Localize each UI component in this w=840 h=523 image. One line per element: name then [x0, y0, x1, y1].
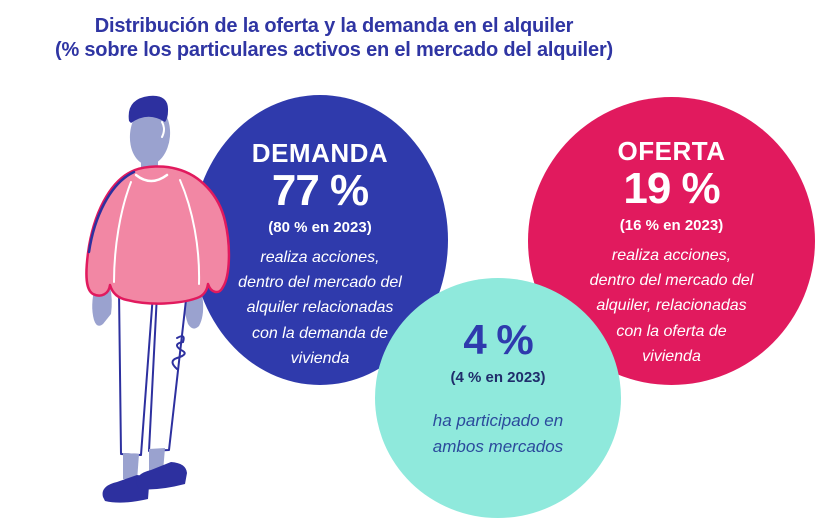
beanie	[128, 95, 169, 123]
person-shoes	[102, 462, 187, 503]
demand-label: DEMANDA	[251, 138, 389, 168]
person-sweater	[85, 165, 231, 305]
chart-title-line-1: Distribución de la oferta y la demanda e…	[94, 15, 574, 37]
chart-title: Distribución de la oferta y la demanda e…	[0, 14, 668, 62]
standing-person-illustration	[85, 95, 231, 503]
offer-previous-year-value: (16 % en 2023)	[619, 216, 724, 234]
person-pants	[118, 290, 188, 456]
demand-bubble: DEMANDA 77 % (80 % en 2023) realiza acci…	[192, 95, 448, 385]
both-markets-previous-year-value: (4 % en 2023)	[450, 369, 546, 387]
both-markets-value: 4 %	[463, 316, 533, 363]
offer-value: 19 %	[623, 163, 720, 213]
offer-description: realiza acciones, dentro del mercado del…	[589, 246, 754, 365]
drawstring-squiggle	[171, 335, 186, 370]
both-markets-bubble: 4 % (4 % en 2023) ha participado en ambo…	[375, 278, 621, 518]
offer-bubble: OFERTA 19 % (16 % en 2023) realiza accio…	[528, 97, 815, 385]
demand-value: 77 %	[271, 165, 369, 215]
chart-title-line-2: (% sobre los particulares activos en el …	[54, 39, 613, 61]
offer-label: OFERTA	[617, 136, 726, 166]
demand-description: realiza acciones, dentro del mercado del…	[238, 248, 402, 367]
demand-previous-year-value: (80 % en 2023)	[268, 218, 372, 236]
both-markets-description: ha participado en ambos mercados	[432, 411, 564, 457]
person-head	[128, 95, 171, 174]
